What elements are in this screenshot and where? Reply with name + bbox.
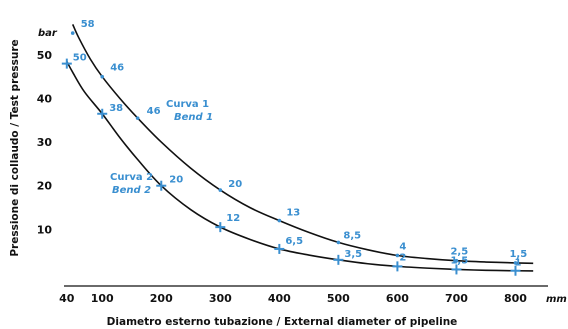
x-tick-label: 600: [386, 292, 409, 305]
x-tick-label: 40: [59, 292, 75, 305]
y-tick-label: 40: [37, 92, 53, 105]
curves: [66, 24, 534, 272]
y-unit-label: bar: [38, 28, 58, 39]
x-axis-title: Diametro esterno tubazione / External di…: [107, 316, 458, 328]
curve-2-point: [274, 243, 285, 254]
x-tick-label: 300: [209, 292, 232, 305]
y-axis-title: Pressione di collaudo / Test pressure: [9, 39, 21, 256]
data-label: 13: [286, 208, 300, 219]
curve-1-label: Curva 1 Bend 1: [166, 99, 213, 123]
curve-2-label: Curva 2 Bend 2: [110, 172, 153, 196]
data-label: 58: [81, 19, 95, 30]
x-tick-label: 400: [268, 292, 291, 305]
curve-2-point: [333, 254, 344, 265]
x-tick-label: 200: [150, 292, 173, 305]
curve-2-point: [510, 265, 521, 276]
data-label: 50: [73, 53, 87, 64]
data-label: 12: [226, 213, 240, 224]
x-tick-label: 800: [504, 292, 527, 305]
y-tick-label: 20: [37, 180, 53, 193]
curve-1-point: [513, 261, 518, 265]
x-unit-label: mm: [546, 294, 567, 305]
data-label: 20: [169, 175, 183, 186]
curve-1-name: Curva 1: [166, 99, 209, 110]
curve-2-point: [156, 180, 167, 191]
data-label: 2,5: [450, 247, 468, 258]
ticks: 40 100 200 300 400 500 600 700 800 10 20 30 40 50: [37, 49, 528, 305]
curve-2-point: [61, 58, 72, 69]
curve-1-point: [135, 116, 140, 120]
y-tick-label: 30: [37, 136, 53, 149]
x-tick-label: 100: [91, 292, 114, 305]
data-label: 46: [147, 106, 161, 117]
curve-1-point: [100, 74, 105, 79]
curve-2-point: [215, 222, 226, 233]
data-label: 38: [109, 103, 123, 114]
curve-1-line: [71, 24, 534, 265]
curve-1-point: [70, 31, 75, 35]
curve-1-point: [395, 253, 400, 258]
data-label: 3,5: [344, 249, 362, 260]
curve-1-name-en: Bend 1: [174, 112, 213, 123]
data-label: 1,5: [509, 249, 527, 260]
data-label: 8,5: [343, 230, 361, 241]
curve-1-point: [454, 258, 459, 263]
curve-2-point: [451, 264, 462, 275]
curve-1-point: [336, 240, 341, 245]
data-label: 46: [110, 63, 124, 74]
curve-2-point: [392, 261, 403, 272]
y-tick-label: 50: [37, 49, 53, 62]
x-tick-label: 500: [327, 292, 350, 305]
curve-1-point: [218, 188, 223, 192]
data-label: 4: [399, 241, 406, 252]
curve-2-name: Curva 2: [110, 172, 153, 183]
curve-2-point: [97, 108, 108, 119]
curve-1-point: [277, 218, 282, 223]
y-tick-label: 10: [37, 223, 53, 236]
data-label: 1: [514, 258, 521, 269]
data-label: 6,5: [285, 236, 303, 247]
x-tick-label: 700: [445, 292, 468, 305]
data-label: 2: [399, 252, 406, 263]
data-label: 20: [228, 179, 242, 190]
data-label: 1,5: [450, 255, 468, 266]
curve-2-name-en: Bend 2: [112, 185, 151, 196]
